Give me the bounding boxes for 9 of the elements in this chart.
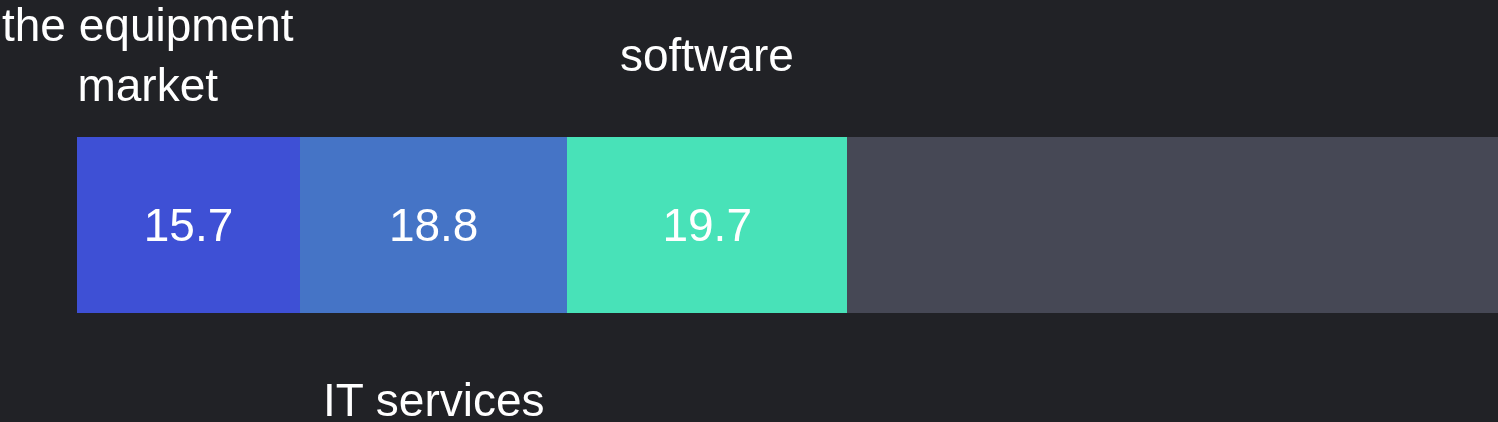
bar (77, 137, 301, 313)
series-label: software (620, 29, 794, 81)
data-label: 19.7 (662, 199, 752, 251)
series-label: the equipment market (2, 0, 294, 111)
series-label: IT services (323, 374, 545, 422)
bar (567, 137, 848, 313)
bar (300, 137, 568, 313)
data-label: 15.7 (143, 199, 234, 251)
data-label: 18.8 (388, 199, 479, 251)
